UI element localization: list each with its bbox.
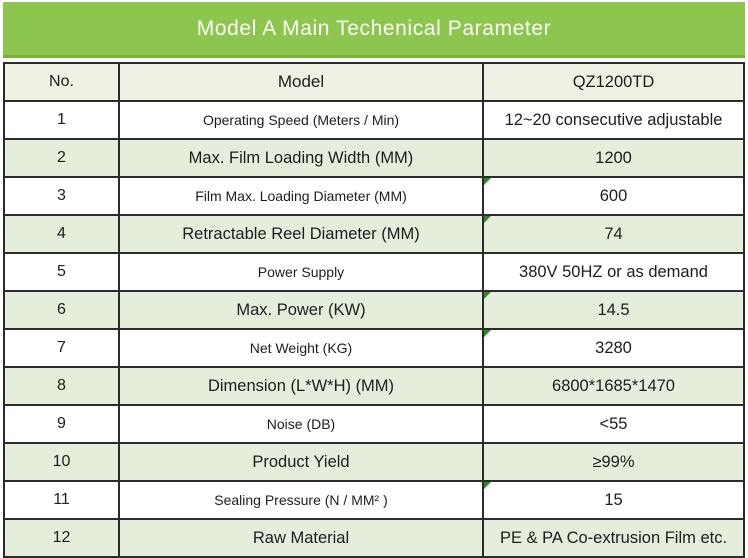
parameter-value-cell: 12~20 consecutive adjustable (482, 100, 745, 140)
parameter-name-cell: Net Weight (KG) (118, 328, 484, 368)
parameter-name-cell: Raw Material (118, 518, 484, 558)
parameter-name-cell: Noise (DB) (118, 404, 484, 444)
parameter-value-cell: 14.5 (482, 290, 745, 330)
parameter-name-cell: Max. Power (KW) (118, 290, 484, 330)
row-number-cell: 12 (3, 518, 120, 558)
parameter-name-cell: Retractable Reel Diameter (MM) (118, 214, 484, 254)
parameter-name-cell: Sealing Pressure (N / MM² ) (118, 480, 484, 520)
parameter-name-cell: Product Yield (118, 442, 484, 482)
table-row: 7 Net Weight (KG) 3280 (3, 328, 745, 368)
spec-table: No. Model QZ1200TD 1 Operating Speed (Me… (3, 62, 745, 558)
parameter-value-text: 3280 (595, 338, 632, 357)
table-row: 1 Operating Speed (Meters / Min) 12~20 c… (3, 100, 745, 140)
parameter-value-cell: 15 (482, 480, 745, 520)
parameter-name-cell: Operating Speed (Meters / Min) (118, 100, 484, 140)
parameter-value-cell: 1200 (482, 138, 745, 178)
parameter-value-cell: 380V 50HZ or as demand (482, 252, 745, 292)
row-number-cell: 11 (3, 480, 120, 520)
parameter-value-cell: 3280 (482, 328, 745, 368)
cell-corner-marker-icon (485, 179, 491, 185)
parameter-name-cell: Power Supply (118, 252, 484, 292)
cell-corner-marker-icon (485, 331, 491, 337)
row-number-cell: 7 (3, 328, 120, 368)
header-value-cell: QZ1200TD (482, 62, 745, 102)
parameter-value-cell: 6800*1685*1470 (482, 366, 745, 406)
parameter-value-cell: <55 (482, 404, 745, 444)
header-no-cell: No. (3, 62, 120, 102)
parameter-value-text: 74 (604, 224, 623, 243)
cell-corner-marker-icon (485, 483, 491, 489)
table-body: 1 Operating Speed (Meters / Min) 12~20 c… (3, 100, 745, 558)
row-number-cell: 1 (3, 100, 120, 140)
parameter-value-text: PE & PA Co-extrusion Film etc. (499, 528, 728, 547)
title-bar: Model A Main Techenical Parameter (3, 2, 745, 58)
table-row: 6 Max. Power (KW) 14.5 (3, 290, 745, 330)
parameter-value-text: 600 (599, 186, 628, 205)
parameter-value-text: ≥99% (592, 452, 635, 471)
row-number-cell: 3 (3, 176, 120, 216)
table-row: 12 Raw Material PE & PA Co-extrusion Fil… (3, 518, 745, 558)
parameter-value-text: 15 (604, 490, 623, 509)
header-model-cell: Model (118, 62, 484, 102)
parameter-name-cell: Dimension (L*W*H) (MM) (118, 366, 484, 406)
table-row: 4 Retractable Reel Diameter (MM) 74 (3, 214, 745, 254)
table-row: 8 Dimension (L*W*H) (MM) 6800*1685*1470 (3, 366, 745, 406)
parameter-name-cell: Film Max. Loading Diameter (MM) (118, 176, 484, 216)
table-row: 5 Power Supply 380V 50HZ or as demand (3, 252, 745, 292)
table-header: No. Model QZ1200TD (3, 62, 745, 102)
row-number-cell: 10 (3, 442, 120, 482)
row-number-cell: 5 (3, 252, 120, 292)
parameter-value-cell: ≥99% (482, 442, 745, 482)
header-row: No. Model QZ1200TD (3, 62, 745, 102)
table-row: 11 Sealing Pressure (N / MM² ) 15 (3, 480, 745, 520)
parameter-name-cell: Max. Film Loading Width (MM) (118, 138, 484, 178)
row-number-cell: 9 (3, 404, 120, 444)
parameter-value-text: 14.5 (597, 300, 630, 319)
row-number-cell: 4 (3, 214, 120, 254)
table-row: 9 Noise (DB) <55 (3, 404, 745, 444)
row-number-cell: 6 (3, 290, 120, 330)
parameter-value-cell: PE & PA Co-extrusion Film etc. (482, 518, 745, 558)
parameter-value-text: 6800*1685*1470 (552, 376, 675, 395)
parameter-value-text: 380V 50HZ or as demand (519, 262, 708, 281)
row-number-cell: 8 (3, 366, 120, 406)
parameter-value-text: <55 (599, 414, 628, 433)
row-number-cell: 2 (3, 138, 120, 178)
page-title: Model A Main Techenical Parameter (196, 16, 552, 40)
table-row: 3 Film Max. Loading Diameter (MM) 600 (3, 176, 745, 216)
parameter-value-cell: 600 (482, 176, 745, 216)
table-row: 2 Max. Film Loading Width (MM) 1200 (3, 138, 745, 178)
parameter-value-cell: 74 (482, 214, 745, 254)
parameter-value-text: 12~20 consecutive adjustable (504, 110, 723, 129)
cell-corner-marker-icon (485, 217, 491, 223)
cell-corner-marker-icon (485, 293, 491, 299)
table-row: 10 Product Yield ≥99% (3, 442, 745, 482)
parameter-value-text: 1200 (595, 148, 632, 167)
